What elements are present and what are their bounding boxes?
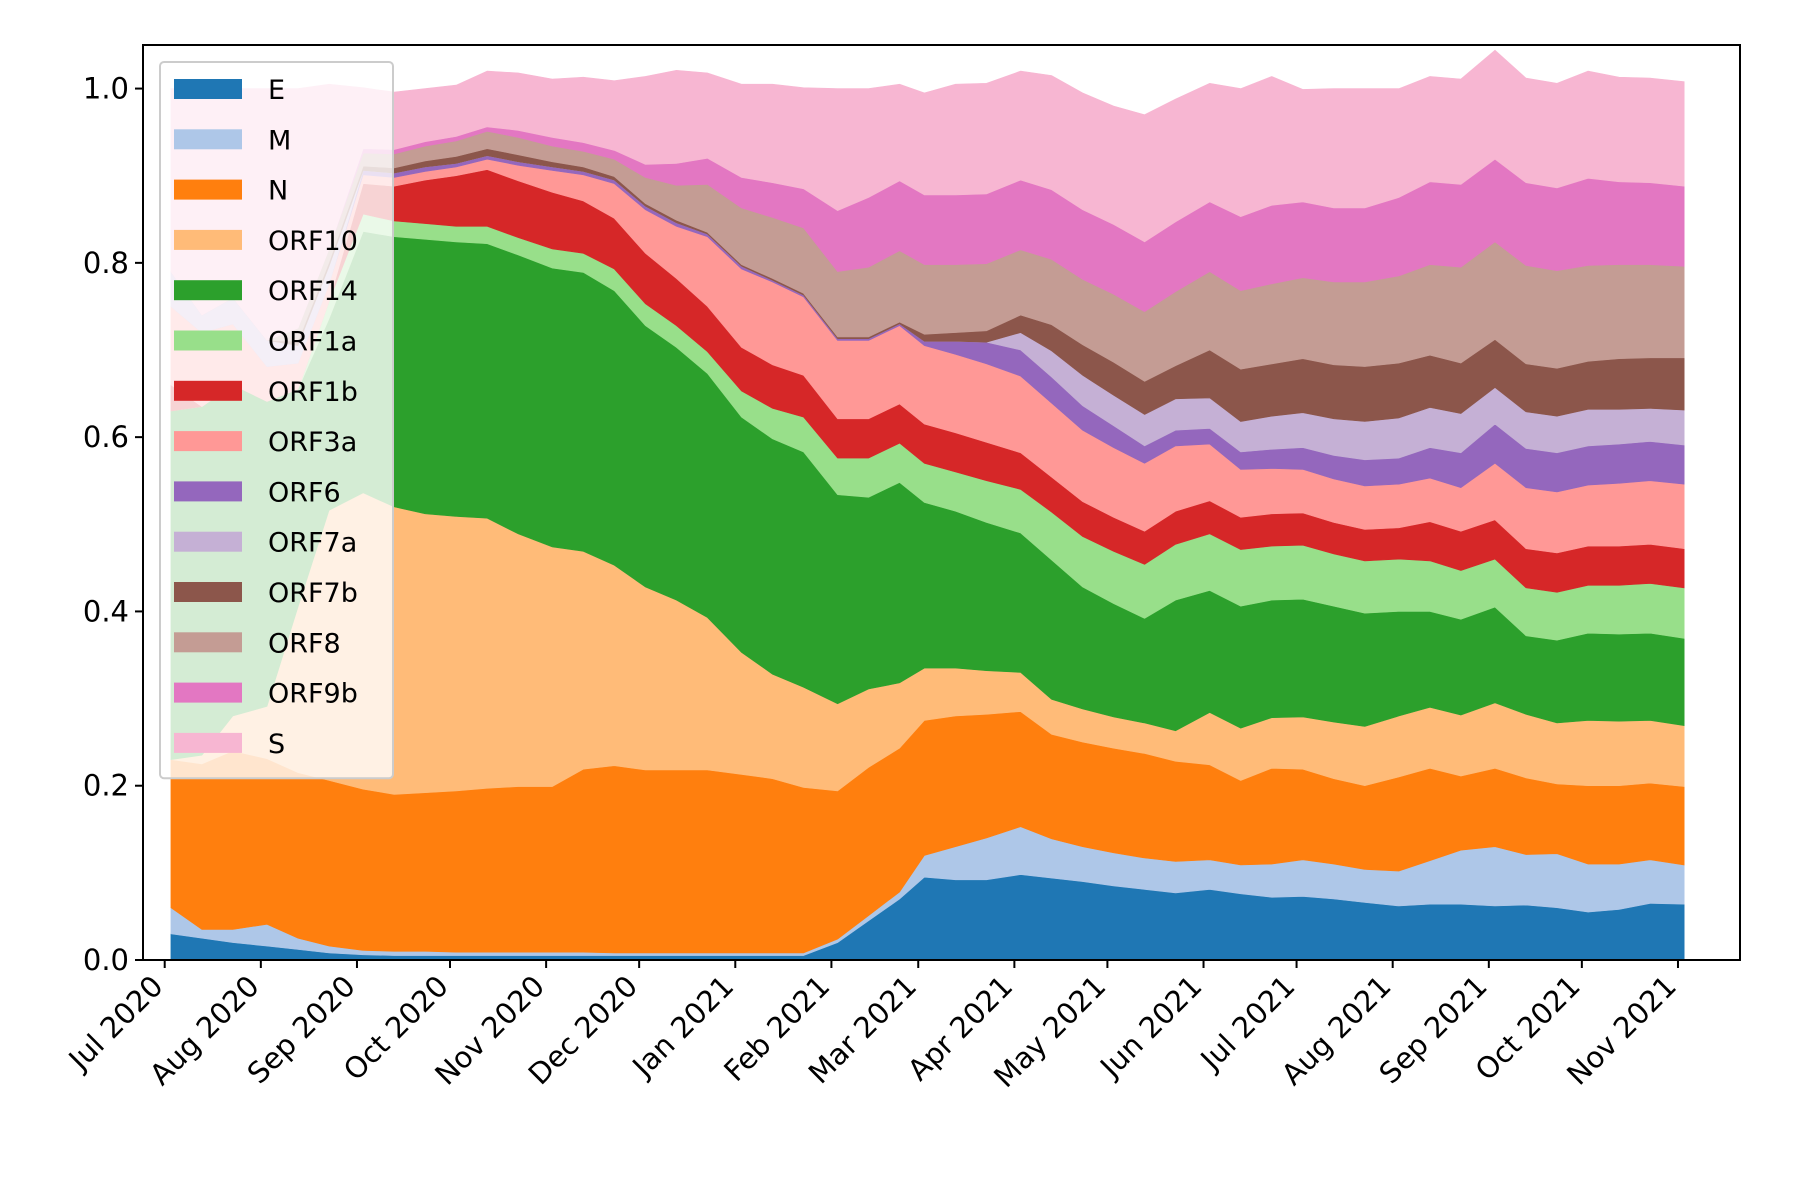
legend-label-orf10: ORF10 <box>268 226 358 257</box>
legend-label-s: S <box>268 729 285 760</box>
legend-swatch-orf14 <box>174 280 242 301</box>
legend-swatch-orf3a <box>174 431 242 452</box>
legend-swatch-orf9b <box>174 682 242 703</box>
y-tick-label: 0.0 <box>83 943 129 977</box>
legend-label-orf9b: ORF9b <box>268 679 358 710</box>
legend-label-m: M <box>268 125 291 156</box>
legend: EMN ORF10 ORF14 ORF1a ORF1b ORF3a ORF6 ORF7a ORF… <box>159 61 394 780</box>
legend-frame <box>159 61 394 780</box>
legend-swatch-orf6 <box>174 481 242 502</box>
area-layers <box>170 49 1685 961</box>
legend-swatch-e <box>174 79 242 99</box>
legend-label-orf1b: ORF1b <box>268 377 358 408</box>
legend-label-n: N <box>268 176 288 207</box>
legend-swatch-n <box>174 179 242 200</box>
legend-swatch-orf7b <box>174 582 242 602</box>
legend-label-orf7b: ORF7b <box>268 578 358 609</box>
y-tick-label: 0.4 <box>83 594 129 628</box>
y-tick-label: 0.6 <box>83 420 129 454</box>
legend-swatch-orf7a <box>174 531 242 552</box>
y-tick-label: 1.0 <box>83 72 129 106</box>
axes-frame <box>142 44 1741 961</box>
legend-label-orf8: ORF8 <box>268 628 341 659</box>
legend-label-orf7a: ORF7a <box>268 528 357 559</box>
legend-swatch-m <box>174 129 242 150</box>
legend-label-orf14: ORF14 <box>268 276 358 307</box>
legend-swatch-orf1a <box>174 330 242 351</box>
legend-swatch-s <box>174 732 242 753</box>
legend-swatch-orf1b <box>174 380 242 401</box>
legend-label-orf1a: ORF1a <box>268 327 357 358</box>
area-s <box>170 49 1685 341</box>
legend-label-orf6: ORF6 <box>268 477 341 508</box>
legend-label-orf3a: ORF3a <box>268 427 357 458</box>
legend-swatch-orf10 <box>174 229 242 250</box>
legend-swatch-orf8 <box>174 632 242 653</box>
y-tick-label: 0.2 <box>83 769 129 803</box>
legend-label-e: E <box>268 75 285 106</box>
y-tick-label: 0.8 <box>83 246 129 280</box>
y-axis: 0.0 0.2 0.4 0.6 0.8 1.0 <box>83 72 143 977</box>
